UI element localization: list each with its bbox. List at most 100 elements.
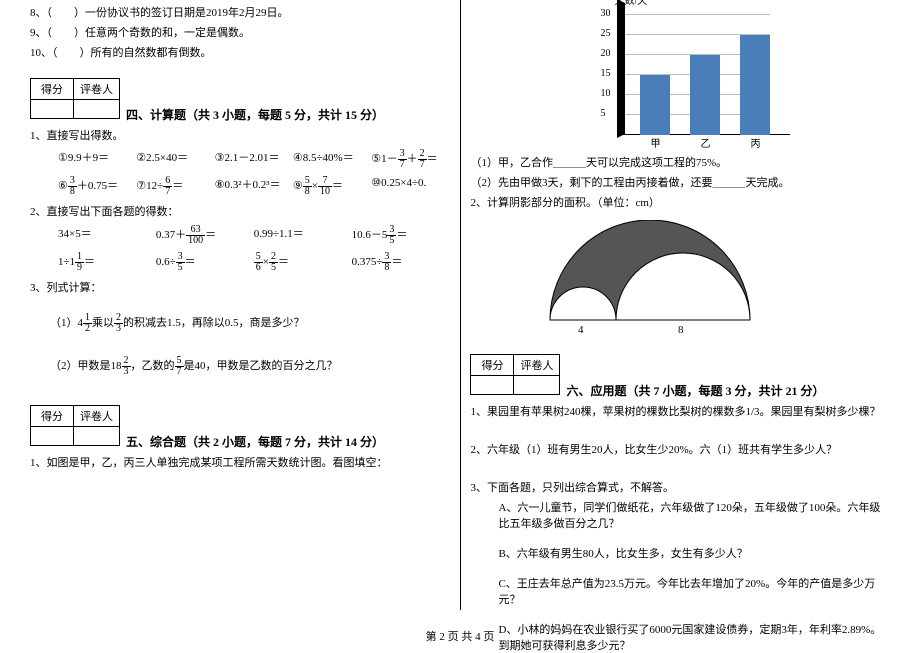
expr: 0.25×4÷0.: [381, 177, 426, 189]
sec6-q2: 2、六年级（1）班有男生20人，比女生少20%。六（1）班共有学生多少人？: [470, 441, 890, 457]
sec6-q3b: B、六年级有男生80人，比女生多，女生有多少人？: [470, 545, 890, 561]
right-column: 天数/天 51015202530 甲乙丙 （1）甲，乙合作＿＿＿天可以完成这项工…: [460, 0, 900, 610]
grader-label: 评卷人: [514, 355, 560, 376]
fraction: 57: [175, 356, 184, 377]
arith-2: ②2.5×40＝: [136, 149, 214, 170]
sec6-q3: 3、下面各题，只列出综合算式，不解答。: [470, 479, 890, 495]
fraction: 35: [176, 252, 185, 273]
fraction: 67: [163, 176, 172, 197]
expr: 2.1－2.01＝: [224, 152, 279, 164]
fraction: 710: [318, 176, 332, 197]
fraction: 12: [83, 313, 92, 334]
expr: 1－: [381, 153, 398, 165]
fraction: 37: [398, 149, 407, 170]
grader-blank: [74, 100, 120, 119]
arith-row3: 34×5＝ 0.37＋63100＝ 0.99÷1.1＝ 10.6－535＝: [58, 225, 450, 246]
sec6-q1: 1、果园里有苹果树240棵，苹果树的棵数比梨树的棵数多1/3。果园里有梨树多少棵…: [470, 403, 890, 419]
expr: 34×5＝: [58, 225, 156, 246]
fraction: 58: [303, 176, 312, 197]
arith-3: ③2.1－2.01＝: [215, 149, 293, 170]
section4-title: 四、计算题（共 3 小题，每题 5 分，共计 15 分）: [126, 106, 384, 123]
expr: 12÷: [146, 180, 163, 192]
score-label: 得分: [31, 406, 74, 427]
score-blank: [31, 427, 74, 446]
arith-7: ⑦12÷67＝: [136, 176, 214, 197]
geom-label-4: 4: [578, 324, 584, 336]
fraction: 25: [269, 252, 278, 273]
fraction: 19: [75, 252, 84, 273]
bar-label: 甲: [640, 135, 670, 150]
arith-1: ①9.9＋9＝: [58, 149, 136, 170]
expr: 8.5÷40%＝: [303, 152, 354, 164]
arith-9: ⑨58×710＝: [293, 176, 371, 197]
sec4-q1: 1、直接写出得数。: [30, 127, 450, 143]
score-label: 得分: [31, 79, 74, 100]
score-box-6: 得分评卷人: [470, 354, 560, 395]
score-box-4: 得分评卷人: [30, 78, 120, 119]
section6-header: 得分评卷人 六、应用题（共 7 小题，每题 3 分，共计 21 分）: [470, 340, 890, 399]
section5-header: 得分评卷人 五、综合题（共 2 小题，每题 7 分，共计 14 分）: [30, 391, 450, 450]
sec5-q1: 1、如图是甲，乙，丙三人单独完成某项工程所需天数统计图。看图填空：: [30, 454, 450, 470]
expr: 2.5×40＝: [146, 152, 188, 164]
fraction: 27: [418, 149, 427, 170]
arith-row2: ⑥38＋0.75＝ ⑦12÷67＝ ⑧0.3²＋0.2³＝ ⑨58×710＝ ⑩…: [58, 176, 450, 197]
bar-丙: [740, 35, 770, 135]
y-axis-title: 天数/天: [614, 0, 647, 7]
score-box-5: 得分评卷人: [30, 405, 120, 446]
expr: 56×25＝: [254, 252, 352, 273]
bar-label: 乙: [690, 135, 720, 150]
gridline: 25: [620, 34, 770, 35]
arith-4: ④8.5÷40%＝: [293, 149, 371, 170]
circ-icon: ③: [215, 152, 225, 164]
expr: 0.37＋63100＝: [156, 225, 254, 246]
expr: 0.6÷35＝: [156, 252, 254, 273]
page: 8、（ ）一份协议书的签订日期是2019年2月29日。 9、（ ）任意两个奇数的…: [20, 0, 900, 610]
sec5-a1: （1）甲，乙合作＿＿＿天可以完成这项工程的75%。: [470, 154, 890, 170]
expr: 1÷119＝: [58, 252, 156, 273]
sec4-q3: 3、列式计算：: [30, 279, 450, 295]
sec4-q2: 2、直接写出下面各题的得数：: [30, 203, 450, 219]
arith-8: ⑧0.3²＋0.2³＝: [215, 176, 293, 197]
gridline: 15: [620, 74, 770, 75]
fraction: 56: [254, 252, 263, 273]
grader-label: 评卷人: [74, 406, 120, 427]
circ-icon: ⑥: [58, 180, 68, 192]
arith-10: ⑩0.25×4÷0.: [371, 176, 449, 197]
fraction: 23: [114, 313, 123, 334]
page-footer: 第 2 页 共 4 页: [0, 628, 920, 644]
expr: ＋0.75＝: [77, 180, 118, 192]
y-axis: [620, 5, 621, 135]
sec4-q3b: （2）甲数是1823，乙数的57是40，甲数是乙数的百分之几？: [50, 356, 450, 377]
arith-5: ⑤1－37＋27＝: [371, 149, 449, 170]
sec4-q3a: （1）412乘以23的积减去1.5，再除以0.5，商是多少？: [50, 313, 450, 334]
geom-label-8: 8: [678, 324, 684, 336]
score-label: 得分: [471, 355, 514, 376]
circ-icon: ②: [136, 152, 146, 164]
sec6-q3c: C、王庄去年总产值为23.5万元。今年比去年增加了20%。今年的产值是多少万元？: [470, 575, 890, 607]
semicircle-figure-icon: 4 8: [530, 220, 790, 340]
gridline: 30: [620, 14, 770, 15]
score-blank: [471, 376, 514, 395]
circ-icon: ⑨: [293, 180, 303, 192]
circ-icon: ⑩: [371, 177, 381, 189]
arith-6: ⑥38＋0.75＝: [58, 176, 136, 197]
fraction: 63100: [186, 225, 205, 246]
section4-header: 得分评卷人 四、计算题（共 3 小题，每题 5 分，共计 15 分）: [30, 64, 450, 123]
score-blank: [31, 100, 74, 119]
sec5-q2: 2、计算阴影部分的面积。（单位：cm）: [470, 194, 890, 210]
bar-label: 丙: [740, 135, 770, 150]
circ-icon: ④: [293, 152, 303, 164]
arith-row1: ①9.9＋9＝ ②2.5×40＝ ③2.1－2.01＝ ④8.5÷40%＝ ⑤1…: [58, 149, 450, 170]
fraction: 23: [122, 356, 131, 377]
expr: 0.3²＋0.2³＝: [224, 179, 280, 191]
circ-icon: ⑤: [371, 153, 381, 165]
q9: 9、（ ）任意两个奇数的和，一定是偶数。: [30, 24, 450, 40]
expr: 0.99÷1.1＝: [254, 225, 352, 246]
grader-blank: [74, 427, 120, 446]
expr: 0.375÷38＝: [352, 252, 450, 273]
section5-title: 五、综合题（共 2 小题，每题 7 分，共计 14 分）: [126, 433, 384, 450]
arith-row4: 1÷119＝ 0.6÷35＝ 56×25＝ 0.375÷38＝: [58, 252, 450, 273]
expr: 10.6－535＝: [352, 225, 450, 246]
expr: 9.9＋9＝: [68, 152, 109, 164]
circ-icon: ⑧: [215, 179, 225, 191]
